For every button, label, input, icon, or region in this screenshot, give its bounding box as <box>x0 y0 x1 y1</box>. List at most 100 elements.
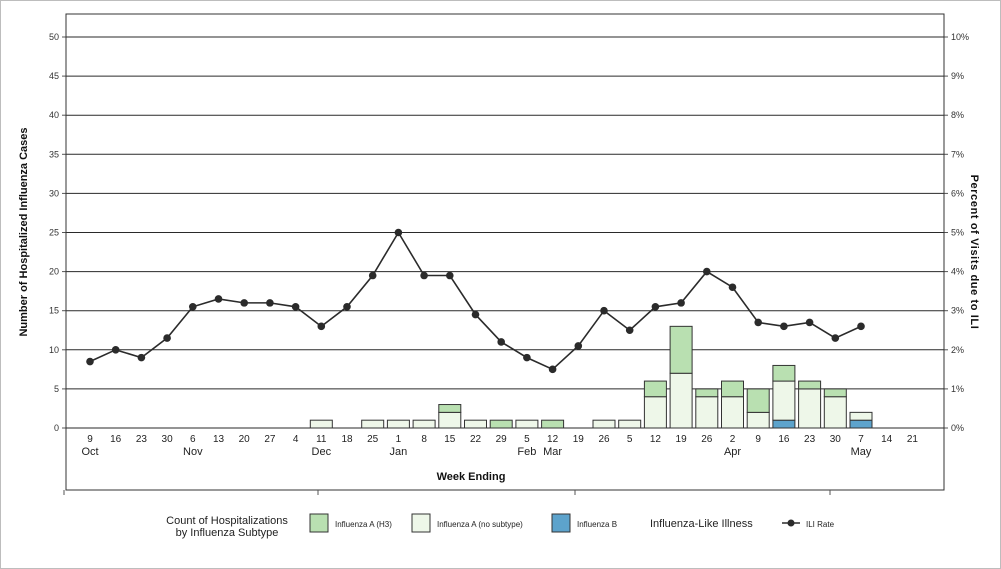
ili-rate-point <box>574 342 583 350</box>
y2-tick-label: 0% <box>951 423 964 433</box>
ili-rate-point <box>189 302 197 311</box>
legend-swatch-h3 <box>309 513 329 533</box>
legend-label-ili: ILI Rate <box>806 520 835 529</box>
x-tick-label: 12 <box>650 434 662 445</box>
bar-segment <box>695 388 719 398</box>
ili-rate-point <box>805 318 814 327</box>
y2-tick-label: 6% <box>951 188 964 198</box>
month-label: Apr <box>724 446 741 458</box>
bar-segment <box>592 419 616 429</box>
ili-rate-point <box>754 318 762 327</box>
ili-rate-point <box>523 353 531 362</box>
bar-segment <box>695 396 719 429</box>
month-label: Feb <box>517 446 536 458</box>
legend-label-h3: Influenza A (H3) <box>335 520 392 529</box>
legend-group-title-line1: Count of Hospitalizations <box>166 515 288 527</box>
y-tick-label: 15 <box>49 306 59 316</box>
y-tick-label: 20 <box>49 267 59 277</box>
month-label: Jan <box>390 446 408 458</box>
bar-segment <box>618 419 642 429</box>
ili-rate-point <box>163 334 171 342</box>
bars <box>309 325 873 429</box>
ili-rate-point <box>343 302 351 311</box>
y2-tick-label: 9% <box>951 71 964 81</box>
y-tick-label: 35 <box>49 149 59 159</box>
y2-tick-label: 3% <box>951 306 964 316</box>
bar-segment <box>438 411 462 429</box>
y-tick-label: 40 <box>49 110 59 120</box>
y2-tick-label: 2% <box>951 345 964 355</box>
x-tick-label: 8 <box>421 434 427 445</box>
ili-rate-point <box>214 295 223 303</box>
ili-rate-point <box>600 306 608 315</box>
month-label: Nov <box>183 446 203 458</box>
bar-segment <box>849 419 873 429</box>
ili-rate-point <box>625 326 634 335</box>
legend-ili-title: Influenza-Like Illness <box>650 518 753 530</box>
x-tick-label: 4 <box>293 434 299 445</box>
bar-segment <box>669 325 693 374</box>
x-tick-label: 22 <box>470 434 482 445</box>
x-tick-label: 1 <box>396 434 402 445</box>
x-tick-label: 27 <box>264 434 276 445</box>
bar-segment <box>489 419 513 429</box>
bar-segment <box>798 388 822 429</box>
x-tick-label: 25 <box>367 434 379 445</box>
y-tick-label: 25 <box>49 228 59 238</box>
ili-rate-point <box>240 299 248 307</box>
x-tick-label: 16 <box>778 434 790 445</box>
bar-segment <box>772 380 796 421</box>
y2-tick-label: 4% <box>951 267 964 277</box>
x-tick-label: 18 <box>341 434 353 445</box>
ili-rate-point <box>677 299 685 307</box>
bar-segment <box>823 396 847 429</box>
month-label: Dec <box>312 446 332 458</box>
legend-ili-marker <box>787 519 795 527</box>
x-tick-label: 23 <box>804 434 816 445</box>
bar-segment <box>438 404 462 413</box>
legend: Count of Hospitalizations by Influenza S… <box>166 513 835 539</box>
ili-rate-point <box>651 302 660 311</box>
ili-rate-point <box>420 271 428 280</box>
legend-swatch-b <box>551 513 571 533</box>
x-axis-title: Week Ending <box>437 471 506 483</box>
y-tick-label: 45 <box>49 71 59 81</box>
x-tick-label: 29 <box>496 434 508 445</box>
x-tick-label: 7 <box>858 434 864 445</box>
y-axis-title: Number of Hospitalized Influenza Cases <box>18 127 30 336</box>
ili-rate-point <box>728 283 737 292</box>
x-tick-label: 6 <box>190 434 196 445</box>
gridlines <box>66 36 944 429</box>
bar-segment <box>721 380 744 398</box>
x-tick-label: 13 <box>213 434 225 445</box>
x-tick-label: 26 <box>598 434 610 445</box>
ili-rate-point <box>857 322 865 331</box>
bar-segment <box>515 419 539 429</box>
bar-segment <box>849 411 873 421</box>
ili-rate-point <box>86 357 94 366</box>
legend-group-title-line2: by Influenza Subtype <box>176 527 279 539</box>
month-label: May <box>851 446 872 458</box>
month-label: Oct <box>81 446 98 458</box>
y-tick-label: 0 <box>54 423 59 433</box>
ili-rate-point <box>137 353 146 362</box>
tick-labels: 051015202530354045500%1%2%3%4%5%6%7%8%9%… <box>49 32 969 458</box>
ili-rate-point <box>446 271 454 280</box>
bar-segment <box>721 396 744 429</box>
legend-label-b: Influenza B <box>577 520 617 529</box>
bar-segment <box>309 419 333 429</box>
bar-segment <box>772 419 796 429</box>
bar-segment <box>643 396 667 429</box>
bar-segment <box>772 364 796 382</box>
x-tick-label: 11 <box>316 434 327 445</box>
ili-rate-point <box>111 346 120 354</box>
x-tick-label: 30 <box>830 434 842 445</box>
y2-tick-label: 5% <box>951 228 964 238</box>
x-tick-label: 30 <box>162 434 174 445</box>
ili-rate-point <box>291 302 300 311</box>
x-tick-label: 21 <box>907 434 919 445</box>
y-tick-label: 5 <box>54 384 59 394</box>
bar-segment <box>746 411 770 429</box>
x-tick-label: 19 <box>676 434 688 445</box>
